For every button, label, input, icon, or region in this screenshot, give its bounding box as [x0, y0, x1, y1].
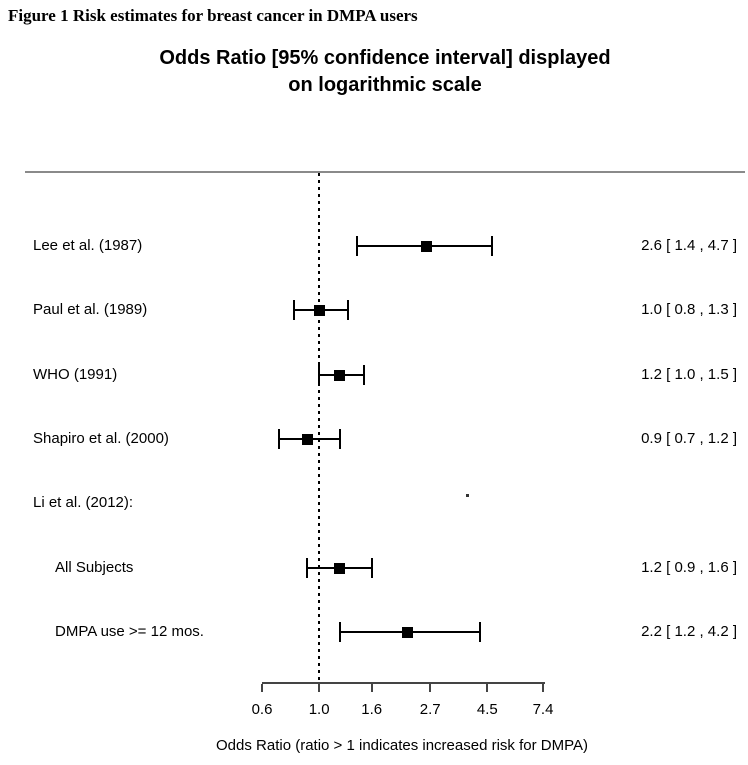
chart-title-line1: Odds Ratio [95% confidence interval] dis…: [159, 47, 611, 69]
ci-lower-whisker: [355, 236, 358, 256]
chart-title-line2: on logarithmic scale: [288, 74, 482, 96]
axis-tick-label: 7.4: [532, 701, 554, 718]
study-label: Shapiro et al. (2000): [33, 430, 169, 447]
study-label: All Subjects: [55, 559, 134, 576]
odds-ratio-marker: [301, 433, 313, 445]
axis-tick-mark: [486, 684, 489, 692]
axis-tick-mark: [370, 684, 373, 692]
axis-tick-mark: [261, 684, 263, 692]
study-label: Paul et al. (1989): [33, 301, 148, 318]
odds-ratio-marker: [334, 369, 346, 381]
study-label: Lee et al. (1987): [33, 237, 143, 254]
ci-lower-whisker: [278, 429, 281, 449]
ci-upper-whisker: [363, 365, 366, 385]
axis-tick-mark: [429, 684, 432, 692]
estimate-annotation: 2.2 [ 1.2 , 4.2 ]: [641, 623, 737, 640]
study-label: DMPA use >= 12 mos.: [55, 623, 204, 640]
ci-lower-whisker: [306, 558, 309, 578]
odds-ratio-marker: [401, 626, 413, 638]
axis-tick-label: 0.6: [251, 701, 273, 718]
odds-ratio-marker: [420, 240, 432, 252]
x-axis-label: Odds Ratio (ratio > 1 indicates increase…: [216, 737, 588, 754]
estimate-annotation: 1.2 [ 1.0 , 1.5 ]: [641, 366, 737, 383]
axis-tick-label: 2.7: [419, 701, 441, 718]
chart-title: Odds Ratio [95% confidence interval] dis…: [135, 45, 635, 99]
ci-lower-whisker: [318, 365, 321, 385]
ci-lower-whisker: [293, 300, 296, 320]
top-rule-line: [25, 171, 745, 173]
ci-lower-whisker: [338, 622, 341, 642]
reference-line-dotted: [318, 173, 321, 683]
axis-tick-label: 1.0: [308, 701, 330, 718]
ci-upper-whisker: [491, 236, 494, 256]
figure-title: Figure 1 Risk estimates for breast cance…: [8, 6, 418, 25]
ci-upper-whisker: [338, 429, 341, 449]
estimate-annotation: 2.6 [ 1.4 , 4.7 ]: [641, 237, 737, 254]
axis-tick-label: 1.6: [361, 701, 383, 718]
odds-ratio-marker: [313, 304, 325, 316]
axis-tick-mark: [318, 684, 321, 692]
odds-ratio-marker: [334, 562, 346, 574]
ci-upper-whisker: [347, 300, 350, 320]
estimate-annotation: 1.2 [ 0.9 , 1.6 ]: [641, 559, 737, 576]
ci-upper-whisker: [370, 558, 373, 578]
estimate-annotation: 1.0 [ 0.8 , 1.3 ]: [641, 301, 737, 318]
stray-dot-mark: [466, 494, 469, 497]
estimate-annotation: 0.9 [ 0.7 , 1.2 ]: [641, 430, 737, 447]
axis-tick-mark: [542, 684, 544, 692]
ci-upper-whisker: [478, 622, 481, 642]
study-label: WHO (1991): [33, 366, 118, 383]
axis-tick-label: 4.5: [476, 701, 498, 718]
study-group-label: Li et al. (2012):: [33, 494, 134, 511]
x-axis-line: [262, 682, 545, 684]
